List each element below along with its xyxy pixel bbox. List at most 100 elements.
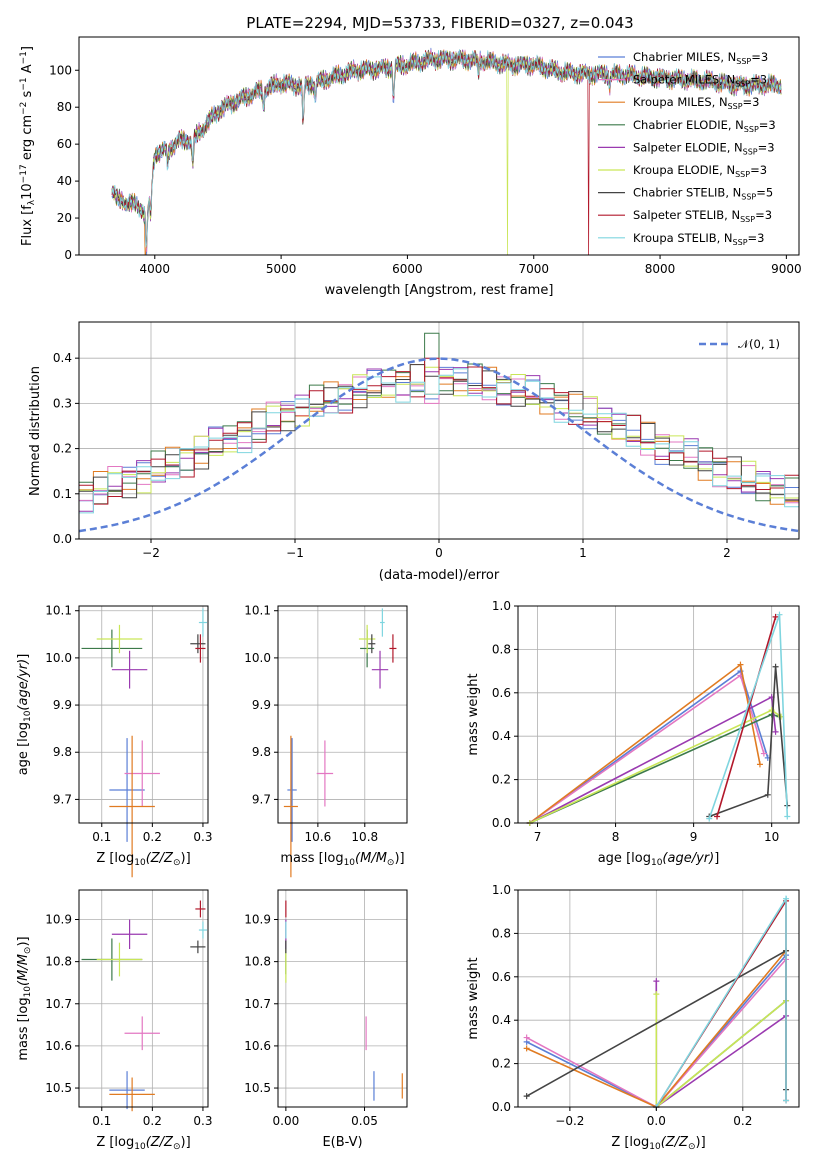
x-axis-label: E(B-V): [322, 1135, 362, 1150]
age-vs-metallicity-panel: 0.1 0.2 0.3 9.7 9.8 9.9 10.0 10.1 Z [log10(Z/Z⊙)…: [16, 604, 212, 878]
mass-vs-metallicity-panel: 0.1 0.2 0.3 10.5 10.6 10.7 10.8 10.9 Z [log10(Z/…: [16, 889, 212, 1152]
x-tick-label: 0.3: [193, 830, 212, 844]
series-line: [716, 616, 777, 817]
data-marker: [783, 1097, 790, 1104]
y-tick-label: 0.6: [492, 970, 511, 984]
plot-frame: [78, 889, 209, 1108]
series-line: [111, 49, 782, 248]
plot-frame: [517, 889, 800, 1108]
massweight-vs-age-panel: 7 8 9 10 0.0 0.2 0.4 0.6 0.8 1.0 age [log10(age/yr…: [466, 599, 800, 868]
y-tick-label: 10.9: [244, 912, 271, 926]
y-tick-label: 0: [64, 248, 72, 262]
data-marker: [523, 1045, 530, 1052]
y-axis-label: mass weight: [466, 957, 481, 1039]
data-marker: [760, 750, 767, 757]
x-tick-label: 7000: [518, 262, 549, 276]
x-tick-label: 10.6: [305, 830, 332, 844]
legend-label: Chabrier STELIB, NSSP=5: [633, 186, 773, 202]
y-tick-label: 10.1: [244, 604, 271, 618]
y-tick-label: 9.7: [252, 792, 271, 806]
data-marker: [737, 661, 744, 668]
legend-label: Salpeter MILES, NSSP=3: [633, 73, 767, 89]
data-marker: [764, 791, 771, 798]
y-tick-label: 10.8: [244, 955, 271, 969]
data-marker: [653, 978, 660, 985]
y-tick-label: 10.7: [244, 997, 271, 1011]
y-axis-label: mass [log10(M/M⊙)]: [16, 936, 33, 1060]
data-marker: [783, 895, 790, 902]
x-tick-label: 8000: [645, 262, 676, 276]
x-axis-label: Z [log10(Z/Z⊙)]: [611, 1135, 705, 1152]
y-tick-label: 10.5: [244, 1081, 271, 1095]
y-tick-label: 10.9: [45, 912, 72, 926]
y-axis-label: Normed distribution: [28, 366, 43, 496]
age-vs-mass-panel: 10.6 10.8 9.7 9.8 9.9 10.0 10.1 mass [log10(M/M…: [244, 604, 408, 878]
x-tick-label: 6000: [392, 262, 423, 276]
data-marker: [772, 663, 779, 670]
gridlines: [79, 606, 208, 823]
legend-label: Kroupa ELODIE, NSSP=3: [633, 163, 767, 179]
legend-label: Kroupa MILES, NSSP=3: [633, 95, 759, 111]
x-tick-label: 10.8: [351, 830, 378, 844]
data-marker: [772, 728, 779, 735]
y-tick-label: 0.4: [492, 1013, 511, 1027]
legend-label: Chabrier ELODIE, NSSP=3: [633, 118, 776, 134]
x-tick-label: −2: [142, 546, 160, 560]
x-tick-label: 7: [534, 830, 542, 844]
y-tick-label: 20: [57, 211, 72, 225]
x-tick-label: 0.1: [92, 1114, 111, 1128]
x-tick-label: 9: [690, 830, 698, 844]
x-tick-label: 1: [579, 546, 587, 560]
y-tick-label: 10.6: [45, 1039, 72, 1053]
y-tick-label: 10.7: [45, 997, 72, 1011]
y-tick-label: 80: [57, 100, 72, 114]
massweight-vs-metallicity-panel: −0.2 0.0 0.2 0.0 0.2 0.4 0.6 0.8 1.0 Z [log10(Z/Z…: [466, 883, 800, 1152]
legend-label: Kroupa STELIB, NSSP=3: [633, 231, 764, 247]
y-tick-label: 0.2: [492, 1057, 511, 1071]
marks: [283, 608, 397, 878]
y-tick-label: 0.0: [492, 816, 511, 830]
histogram-series: [79, 357, 799, 505]
x-tick-label: 0.0: [647, 1114, 666, 1128]
x-axis-label: age [log10(age/yr)]: [598, 851, 720, 868]
y-tick-label: 1.0: [492, 883, 511, 897]
y-axis-label: Flux [fλ10−17 erg cm−2 s−1 A−1]: [19, 46, 37, 246]
residual-histogram-panel: −2 −1 0 1 2 0.0 0.1 0.2 0.3 0.4 (data-model)/erro…: [28, 321, 800, 583]
histogram-series: [79, 368, 799, 514]
marks: [81, 900, 207, 1112]
x-tick-label: 10: [764, 830, 779, 844]
data-marker: [714, 813, 721, 820]
x-tick-label: 9000: [771, 262, 802, 276]
data-marker: [706, 815, 713, 822]
series-line: [708, 666, 789, 818]
x-tick-label: 0.00: [273, 1114, 300, 1128]
x-axis-label: wavelength [Angstrom, rest frame]: [325, 283, 554, 298]
y-tick-label: 0.3: [53, 396, 72, 410]
plot-frame: [517, 605, 800, 824]
y-tick-label: 0.1: [53, 487, 72, 501]
gridlines: [278, 890, 407, 1107]
y-tick-label: 10.5: [45, 1081, 72, 1095]
x-tick-label: 0.2: [143, 830, 162, 844]
x-tick-label: 0: [435, 546, 443, 560]
y-tick-label: 10.8: [45, 955, 72, 969]
legend-label: Chabrier MILES, NSSP=3: [633, 50, 768, 66]
y-tick-label: 0.6: [492, 686, 511, 700]
data-marker: [776, 611, 783, 618]
legend: 𝒩(0, 1): [699, 337, 780, 351]
data-marker: [772, 613, 779, 620]
y-tick-label: 9.8: [53, 745, 72, 759]
spectrum-panel: PLATE=2294, MJD=53733, FIBERID=0327, z=0…: [19, 14, 802, 298]
marks: [285, 900, 403, 1101]
y-axis-label: mass weight: [466, 673, 481, 755]
plot-frame: [277, 889, 408, 1108]
legend-label: Salpeter ELODIE, NSSP=3: [633, 140, 775, 156]
gaussian-curve: [79, 357, 799, 533]
y-tick-label: 40: [57, 174, 72, 188]
y-axis-label: age [log10(age/yr)]: [16, 654, 33, 776]
y-tick-label: 9.9: [252, 698, 271, 712]
y-tick-label: 10.0: [244, 651, 271, 665]
y-tick-label: 0.2: [492, 773, 511, 787]
y-tick-label: 0.2: [53, 442, 72, 456]
